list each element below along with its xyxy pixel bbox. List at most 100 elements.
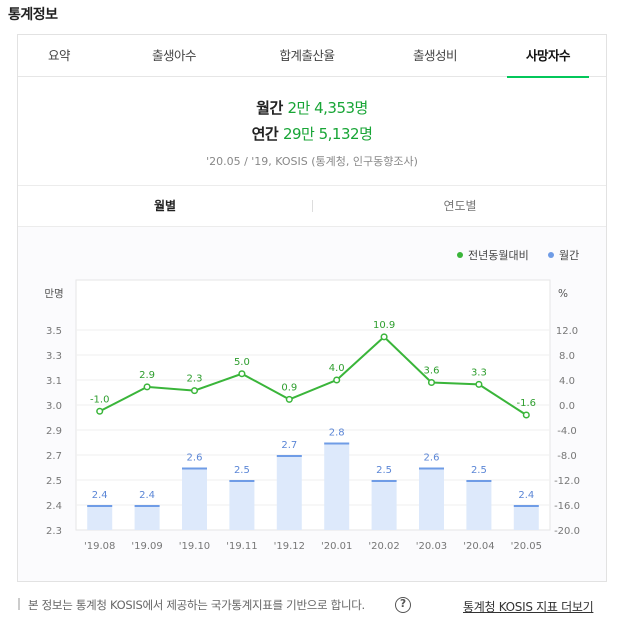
left-tick-label: 2.3: [46, 526, 62, 537]
line-point: [238, 370, 246, 378]
bar: [324, 442, 350, 530]
bar: [87, 505, 113, 530]
bar: [276, 455, 302, 530]
bar: [229, 480, 255, 530]
tab-fertility-rate[interactable]: 합계출산율: [279, 48, 335, 63]
line-point: [380, 333, 388, 341]
x-tick-label: '20.05: [511, 541, 542, 552]
tab-monthly[interactable]: 월별: [153, 199, 177, 213]
bar: [182, 467, 207, 530]
x-tick-label: '20.01: [321, 541, 352, 552]
line-label: 0.9: [281, 382, 297, 393]
right-tick-label: -16.0: [554, 501, 580, 512]
stats-card: 요약 출생아수 합계출산율 출생성비 사망자수 월간 2만 4,353명 연간 …: [17, 34, 607, 582]
tab-sex-ratio[interactable]: 출생성비: [412, 48, 458, 63]
line-point: [96, 407, 104, 415]
yearly-value: 29만 5,132명: [282, 125, 373, 143]
line-label: 2.3: [187, 374, 203, 385]
right-tick-label: -8.0: [557, 451, 577, 462]
tab-yearly[interactable]: 연도별: [443, 199, 477, 213]
right-tick-label: 8.0: [559, 351, 575, 362]
summary: 월간 2만 4,353명 연간 29만 5,132명 '20.05 / '19,…: [18, 77, 606, 185]
x-tick-label: '20.03: [416, 541, 447, 552]
left-tick-label: 3.1: [46, 376, 62, 387]
subtab-divider: [312, 200, 313, 212]
line-point: [143, 383, 151, 391]
bar: [513, 505, 539, 530]
line-point: [475, 380, 483, 388]
right-tick-label: 4.0: [559, 376, 575, 387]
bar-top: [229, 480, 255, 482]
line-series: [99, 335, 527, 416]
left-tick-label: 2.5: [46, 476, 62, 487]
bar-label: 2.4: [92, 490, 108, 501]
right-tick-label: 12.0: [556, 326, 578, 337]
x-tick-label: '19.10: [179, 541, 210, 552]
bar-label: 2.5: [234, 465, 250, 476]
kosis-link[interactable]: 통계청 KOSIS 지표 더보기: [463, 600, 594, 614]
bar-top: [324, 442, 350, 445]
bar-top: [371, 480, 397, 482]
tab-births[interactable]: 출생아수: [151, 48, 197, 63]
bar: [371, 480, 397, 530]
left-tick-label: 2.7: [46, 451, 62, 462]
bar-label: 2.6: [187, 453, 203, 464]
bar-label: 2.5: [471, 465, 487, 476]
line-point: [190, 387, 199, 395]
tab-summary[interactable]: 요약: [47, 48, 71, 63]
stats-tabs: 요약 출생아수 합계출산율 출생성비 사망자수: [18, 35, 606, 78]
line-point: [333, 376, 341, 384]
right-tick-label: -12.0: [554, 476, 580, 487]
bar: [466, 480, 492, 530]
monthly-label: 월간: [256, 99, 283, 117]
right-tick-label: -20.0: [554, 526, 580, 537]
legend-line-label: 전년동월대비: [468, 249, 529, 262]
legend-line-icon: [457, 252, 463, 258]
x-tick-label: '19.12: [274, 541, 305, 552]
bar-label: 2.4: [139, 490, 155, 501]
bar-top: [466, 480, 492, 482]
line-point: [427, 378, 436, 387]
bar-label: 2.8: [329, 428, 345, 439]
left-tick-label: 2.4: [46, 501, 62, 512]
line-point: [522, 411, 530, 419]
line-label: -1.0: [90, 394, 110, 405]
bar: [134, 505, 160, 530]
bar-top: [134, 505, 160, 507]
x-tick-label: '19.08: [84, 541, 115, 552]
x-tick-label: '20.02: [368, 541, 399, 552]
left-tick-label: 2.9: [46, 426, 62, 437]
source-text: '20.05 / '19, KOSIS (통계청, 인구동향조사): [206, 155, 418, 168]
left-axis-unit: 만명: [44, 288, 63, 300]
monthly-summary: 월간 2만 4,353명: [18, 97, 606, 118]
x-tick-label: '19.09: [131, 541, 162, 552]
period-tabs: 월별 연도별: [18, 185, 606, 227]
bar-top: [182, 467, 207, 470]
bar-top: [276, 455, 302, 457]
left-tick-label: 3.5: [46, 326, 62, 337]
footer-bar: [18, 598, 20, 610]
line-label: -1.6: [517, 398, 537, 409]
combo-chart: 2.3 2.4 2.5 2.7 2.9 3.0 3.1 3.3 3.5 만명 -20.0 -16.0 -…: [44, 249, 580, 552]
bar-top: [513, 505, 539, 507]
yearly-label: 연간: [251, 125, 279, 143]
line-label: 2.9: [139, 370, 155, 381]
bar: [419, 467, 444, 530]
bar-label: 2.5: [376, 465, 392, 476]
help-icon[interactable]: ?: [395, 597, 411, 613]
left-tick-label: 3.3: [46, 351, 62, 362]
right-tick-label: -4.0: [557, 426, 577, 437]
bar-label: 2.4: [518, 490, 534, 501]
line-label: 3.6: [424, 366, 440, 377]
right-axis-unit: %: [558, 288, 568, 300]
line-label: 3.3: [471, 367, 487, 378]
tab-deaths[interactable]: 사망자수: [501, 35, 595, 78]
line-label: 4.0: [329, 363, 345, 374]
left-tick-label: 3.0: [46, 401, 62, 412]
x-tick-label: '19.11: [226, 541, 257, 552]
bar-top: [419, 467, 444, 470]
legend-bar-icon: [548, 252, 554, 258]
bar-label: 2.6: [424, 453, 440, 464]
line-label: 10.9: [373, 320, 395, 331]
bar-top: [87, 505, 113, 507]
